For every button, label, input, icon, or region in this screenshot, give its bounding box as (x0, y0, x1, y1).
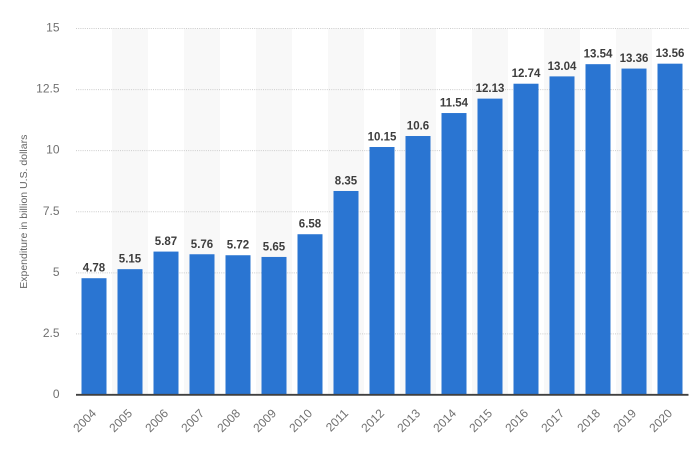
svg-text:2017: 2017 (538, 406, 567, 435)
svg-text:2006: 2006 (142, 406, 171, 435)
svg-text:11.54: 11.54 (440, 98, 469, 110)
svg-text:0: 0 (53, 387, 60, 401)
svg-text:13.56: 13.56 (656, 48, 685, 60)
svg-text:2013: 2013 (394, 406, 423, 435)
svg-text:13.54: 13.54 (584, 49, 613, 61)
svg-text:10: 10 (46, 143, 60, 157)
svg-text:2010: 2010 (286, 406, 315, 435)
svg-text:2020: 2020 (646, 406, 675, 435)
svg-text:8.35: 8.35 (335, 175, 358, 187)
svg-text:12.13: 12.13 (476, 83, 505, 95)
svg-text:2009: 2009 (250, 406, 279, 435)
svg-text:6.58: 6.58 (299, 219, 322, 231)
svg-text:7.5: 7.5 (43, 204, 60, 218)
svg-text:2015: 2015 (466, 406, 495, 435)
svg-text:10.15: 10.15 (368, 132, 397, 144)
svg-text:15: 15 (46, 21, 60, 35)
svg-text:2014: 2014 (430, 406, 459, 435)
svg-text:Expenditure in billion U.S. do: Expenditure in billion U.S. dollars (18, 135, 30, 289)
svg-text:2008: 2008 (214, 406, 243, 435)
svg-text:2019: 2019 (610, 406, 639, 435)
svg-text:12.5: 12.5 (36, 82, 60, 96)
svg-text:10.6: 10.6 (407, 121, 429, 133)
svg-text:5.87: 5.87 (155, 236, 177, 248)
svg-text:2016: 2016 (502, 406, 531, 435)
svg-text:5.15: 5.15 (119, 254, 142, 266)
svg-text:2012: 2012 (358, 406, 387, 435)
svg-text:2004: 2004 (70, 406, 99, 435)
svg-text:2007: 2007 (178, 406, 207, 435)
svg-text:12.74: 12.74 (512, 68, 541, 80)
svg-text:5.76: 5.76 (191, 239, 213, 251)
svg-text:2.5: 2.5 (43, 326, 60, 340)
svg-text:13.04: 13.04 (548, 61, 577, 73)
svg-text:5.72: 5.72 (227, 240, 249, 252)
svg-text:4.78: 4.78 (83, 263, 106, 275)
svg-text:2018: 2018 (574, 406, 603, 435)
svg-text:5.65: 5.65 (263, 241, 286, 253)
svg-text:13.36: 13.36 (620, 53, 649, 65)
svg-text:5: 5 (53, 265, 60, 279)
svg-text:2011: 2011 (323, 406, 351, 434)
svg-text:2005: 2005 (106, 406, 135, 435)
